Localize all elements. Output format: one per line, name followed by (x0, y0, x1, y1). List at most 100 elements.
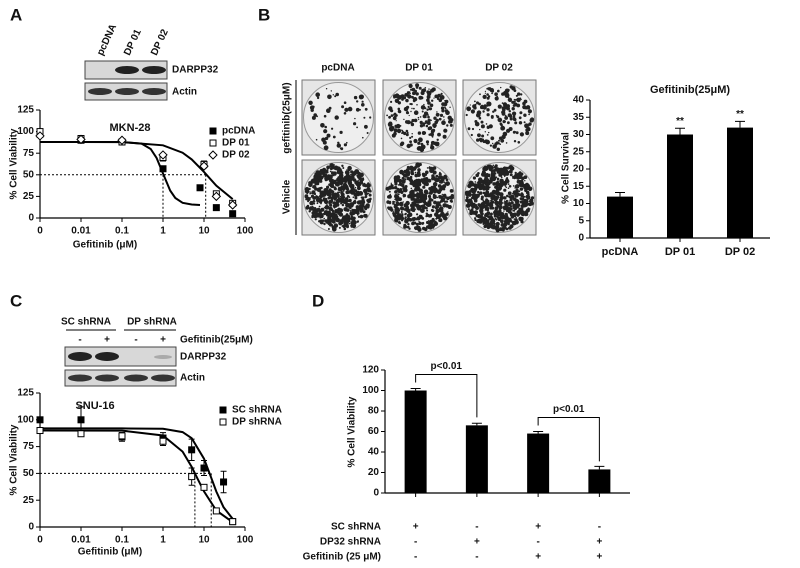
colony-dot (496, 147, 500, 151)
lane-label: DP 01 (122, 27, 144, 57)
colony-dot (405, 111, 409, 115)
colony-dot (425, 182, 429, 186)
blot-band (142, 88, 166, 95)
colony-dot (484, 186, 486, 188)
colony-dot (401, 130, 404, 134)
colony-dot (401, 179, 406, 184)
colony-dot (418, 188, 423, 193)
colony-dot (321, 137, 326, 143)
colony-dot (405, 129, 409, 133)
colony-dot (520, 204, 524, 208)
colony-dot (433, 221, 439, 226)
colony-dot (417, 168, 421, 172)
colony-dot (407, 225, 410, 229)
colony-dot (514, 119, 517, 122)
colony-dot (319, 168, 324, 174)
colony-dot (470, 196, 474, 200)
colony-dot (477, 133, 481, 138)
colony-dot (465, 196, 469, 199)
y-tick-label: 40 (368, 447, 380, 458)
colony-dot (347, 106, 353, 112)
colony-dot (507, 187, 510, 189)
colony-dot (508, 127, 513, 131)
colony-dot (409, 177, 413, 182)
legend-marker (208, 150, 218, 160)
colony-dot (482, 170, 485, 173)
colony-dot (512, 221, 517, 225)
colony-dot (418, 220, 420, 223)
colony-dot (347, 167, 350, 170)
colony-dot (413, 221, 417, 225)
colony-dot (503, 188, 507, 192)
legend-label: SC shRNA (232, 405, 282, 416)
fit-curve (39, 429, 234, 524)
colony-dot (331, 219, 336, 224)
colony-dot (524, 196, 526, 198)
colony-dot (525, 131, 530, 136)
colony-dot (488, 164, 492, 169)
colony-dot (412, 99, 416, 103)
colony-dot (406, 210, 409, 213)
colony-dot (320, 123, 325, 128)
colony-dot (438, 117, 442, 121)
colony-dot (368, 204, 370, 206)
colony-dot (390, 182, 392, 184)
legend-label: DP 01 (222, 138, 250, 149)
colony-dot (395, 180, 398, 183)
colony-dot (505, 227, 509, 231)
colony-dot (417, 116, 420, 119)
condition-sign: + (535, 552, 541, 563)
colony-dot (478, 186, 483, 191)
colony-dot (395, 195, 397, 197)
colony-dot (406, 133, 409, 136)
colony-dot (512, 209, 516, 212)
colony-dot (387, 195, 391, 199)
colony-dot (397, 216, 402, 221)
colony-dot (386, 114, 388, 117)
colony-dot (395, 201, 399, 204)
condition-sign: + (474, 537, 480, 548)
colony-dot (444, 106, 446, 108)
colony-dot (481, 134, 485, 138)
colony-dot (409, 136, 412, 139)
colony-dot (512, 177, 514, 179)
colony-dot (364, 196, 366, 199)
colony-dot (489, 212, 493, 216)
y-axis-label: % Cell Viability (9, 424, 20, 495)
colony-dot (338, 208, 344, 213)
colony-dot (508, 110, 511, 113)
colony-dot (478, 216, 481, 219)
colony-dot (397, 107, 401, 111)
colony-dot (509, 85, 513, 89)
colony-dot (397, 101, 401, 105)
colony-dot (469, 211, 473, 216)
significance-bracket (537, 417, 600, 462)
colony-dot (404, 93, 409, 97)
colony-dot (436, 196, 439, 199)
chart-title: Gefitinib(25μM) (650, 84, 730, 96)
colony-dot (409, 103, 412, 105)
colony-dot (316, 202, 319, 205)
colony-dot (354, 117, 356, 120)
y-tick-label: 25 (23, 191, 35, 202)
colony-dot (332, 174, 334, 177)
colony-dot (409, 92, 411, 94)
colony-dot (423, 189, 429, 194)
colony-dot (482, 94, 487, 99)
colony-dot (498, 139, 500, 142)
colony-dot (324, 125, 328, 129)
colony-dot (428, 88, 430, 90)
colony-dot (400, 210, 403, 213)
colony-dot (414, 226, 418, 230)
panel-letter: A (10, 5, 22, 24)
colony-dot (487, 207, 490, 209)
colony-dot (366, 132, 369, 134)
colony-dot (314, 181, 319, 186)
colony-dot (314, 185, 317, 187)
colony-dot (341, 171, 344, 174)
colony-dot (352, 178, 357, 182)
colony-dot (492, 218, 495, 221)
colony-dot (390, 208, 394, 212)
colony-dot (355, 107, 360, 112)
treatment-sign: - (134, 335, 137, 346)
